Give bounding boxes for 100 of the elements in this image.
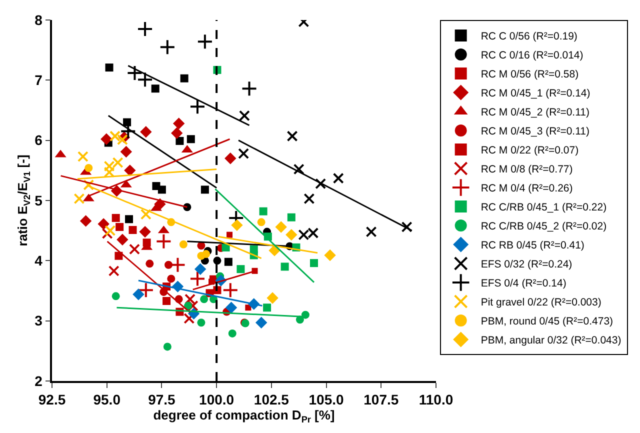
point [140,208,152,220]
legend-label: RC M 0/56 (R²=0.58) [480,68,579,81]
x-axis-title: degree of compaction D$_{Pr}$ [%] [153,408,335,424]
point [257,218,266,226]
point [112,214,120,222]
x-tick-label: 92.5 [38,392,66,408]
point [266,292,278,304]
x-tick-label: 105.0 [308,392,344,408]
point [225,302,238,314]
point [164,260,173,269]
legend-label: Pit gravel 0/22 (R²=0.003) [480,296,602,309]
point [120,146,132,158]
point [366,226,377,238]
point [116,234,128,246]
point [171,127,183,139]
point [280,262,289,271]
point [83,179,94,190]
legend-label: RC C/RB 0/45_2 (R²=0.02) [480,220,607,233]
point [104,166,115,178]
point [226,232,233,238]
point [138,282,154,298]
point [105,64,114,72]
point [238,148,250,160]
point [189,270,206,287]
point [116,222,124,231]
point [112,292,120,300]
point [286,130,298,142]
point [151,84,160,93]
point [241,80,258,97]
point [255,316,268,328]
point [196,34,213,50]
point [132,288,144,300]
legend-label: PBM, round 0/45 (R²=0.473) [480,316,614,328]
point [293,164,304,175]
point [332,172,344,184]
point [286,228,298,241]
point [104,225,116,236]
point [163,342,172,351]
point [84,164,93,172]
legend-label: PBM, angular 0/32 (R²=0.043) [480,334,622,347]
legend-label: RC M 0/22 (R²=0.07) [480,144,579,157]
y-tick-label: 7 [34,72,43,88]
y-tick-label: 5 [34,192,43,208]
x-tick-label: 102.5 [254,392,290,408]
point [245,304,252,311]
point [100,133,112,145]
point [114,252,123,260]
point [259,207,268,216]
point [140,126,152,138]
point [194,263,206,275]
x-tick-label: 110.0 [418,392,454,408]
point [159,39,176,56]
y-tick-label: 6 [34,132,43,148]
point [315,178,326,190]
point [275,221,287,233]
point [197,318,206,327]
point [301,310,310,319]
point [108,265,120,276]
point [158,186,166,194]
point [228,329,236,338]
point [310,259,318,268]
point [125,215,134,224]
legend-label: RC M 0/45_2 (R²=0.11) [480,106,590,119]
point [128,226,137,234]
point [184,302,192,310]
point [137,21,154,38]
point [186,135,195,144]
point [222,282,238,298]
point [236,265,245,274]
legend-label: RC M 0/4 (R²=0.26) [480,182,573,195]
point [304,193,315,204]
x-tick-label: 97.5 [148,392,176,408]
legend-label: RC C/RB 0/45_1 (R²=0.22) [480,202,607,214]
y-tick-label: 2 [34,372,43,389]
legend-label: RC C 0/16 (R²=0.014) [480,50,584,62]
y-tick-label: 3 [34,312,43,329]
legend-label: EFS 0/4 (R²=0.14) [480,278,566,290]
point [189,98,206,115]
legend-label: RC C 0/56 (R²=0.19) [480,30,578,43]
point [146,260,154,268]
y-tick-label: 8 [34,12,43,28]
x-tick-label: 95.0 [93,392,121,408]
point [156,233,172,250]
point [176,136,184,145]
point [162,296,171,305]
point [124,164,136,176]
point [167,274,176,283]
point [184,294,196,305]
legend-label: EFS 0/32 (R²=0.24) [480,258,572,271]
point [179,240,188,248]
point [224,152,236,164]
point [74,193,85,204]
point [287,213,296,222]
legend-label: RC RB 0/45 (R²=0.41) [480,240,584,252]
point [98,218,110,230]
point [213,256,222,265]
legend-label: RC M 0/8 (R²=0.77) [480,164,573,176]
point [139,226,151,238]
x-tick-label: 100.0 [199,392,234,408]
point [224,258,232,266]
